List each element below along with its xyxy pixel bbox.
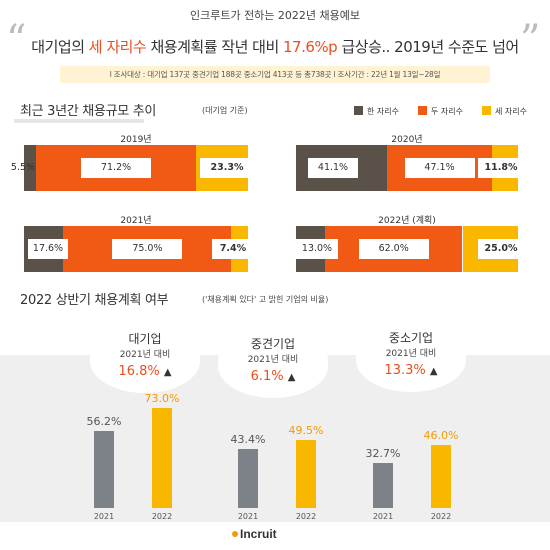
column-value-label: 49.5% xyxy=(288,424,324,438)
bar-segment xyxy=(24,145,37,191)
headline-pre: 대기업의 xyxy=(31,38,89,56)
column-value-label: 32.7% xyxy=(365,447,401,461)
group-change-value: 13.3% xyxy=(384,363,430,378)
group-name: 중견기업 xyxy=(250,337,296,351)
group-oval xyxy=(218,328,328,398)
group-change-value: 6.1% xyxy=(250,369,288,384)
incruit-logo: Incruit xyxy=(240,527,277,541)
legend-item-one-digit: 한 자리수 xyxy=(354,106,399,117)
bar-value-label: 25.0% xyxy=(478,239,524,259)
column-bar xyxy=(373,463,393,508)
quote-close-mark: ” xyxy=(520,17,541,63)
group-name: 중소기업 xyxy=(388,331,434,345)
column-value-label: 43.4% xyxy=(230,432,266,446)
bar-value-label: 7.4% xyxy=(212,239,254,259)
group-subtitle: 2021년 대비 xyxy=(119,350,171,360)
legend-label: 세 자리수 xyxy=(495,107,527,116)
bar-value-label: 47.1% xyxy=(404,158,475,178)
bar-value-label: 62.0% xyxy=(358,239,429,259)
column-value-label: 56.2% xyxy=(86,415,122,428)
bar-year-label: 2020년 xyxy=(391,135,423,145)
header-subtitle: 인크루트가 전하는 2022년 채용예보 xyxy=(189,9,361,22)
bar-value-label: 41.1% xyxy=(308,158,358,178)
quote-open-mark: “ xyxy=(6,17,27,63)
group-change-value: 16.8% xyxy=(118,364,164,379)
group-change: 6.1% ▲ xyxy=(218,369,328,384)
up-arrow-icon: ▲ xyxy=(287,372,296,383)
column-year-label: 2021 xyxy=(93,512,115,521)
bar-value-label: 5.5% xyxy=(10,162,36,173)
section2-note: ('채용계획 있다' 고 밝힌 기업의 비율) xyxy=(202,295,329,304)
column-year-label: 2022 xyxy=(151,512,173,521)
column-value-label: 46.0% xyxy=(423,428,459,442)
up-arrow-icon: ▲ xyxy=(163,367,172,378)
column-year-label: 2022 xyxy=(430,512,452,521)
legend-swatch xyxy=(418,106,427,115)
bar-year-label: 2021년 xyxy=(120,216,152,226)
legend-label: 한 자리수 xyxy=(367,107,399,116)
bar-value-label: 75.0% xyxy=(112,239,183,259)
headline-post: 급상승.. 2019년 수준도 넘어 xyxy=(337,38,519,56)
bar-value-label: 13.0% xyxy=(296,239,338,259)
headline-highlight-2: 17.6%p xyxy=(283,38,338,56)
logo-icon xyxy=(232,531,238,537)
bar-year-label: 2019년 xyxy=(120,135,152,145)
column-bar xyxy=(152,408,172,508)
group-name: 대기업 xyxy=(128,332,162,346)
group-oval xyxy=(90,323,200,393)
headline-highlight-1: 세 자리수 xyxy=(88,38,147,56)
legend-swatch xyxy=(482,106,491,115)
up-arrow-icon: ▲ xyxy=(429,366,438,377)
bar-value-label: 71.2% xyxy=(81,158,152,178)
column-value-label: 73.0% xyxy=(144,392,180,405)
column-year-label: 2021 xyxy=(237,512,259,521)
group-subtitle: 2021년 대비 xyxy=(385,349,437,359)
column-bar xyxy=(94,431,114,508)
section2-title: 2022 상반기 채용계획 여부 xyxy=(20,293,169,308)
group-change: 16.8% ▲ xyxy=(90,364,200,379)
group-oval xyxy=(356,322,466,392)
column-bar xyxy=(296,440,316,508)
section1-underline xyxy=(14,119,144,123)
column-year-label: 2021 xyxy=(372,512,394,521)
column-year-label: 2022 xyxy=(295,512,317,521)
legend-swatch xyxy=(354,106,363,115)
section1-note: (대기업 기준) xyxy=(202,106,248,115)
group-subtitle: 2021년 대비 xyxy=(247,355,299,365)
section1-title: 최근 3년간 채용규모 추이 xyxy=(20,104,157,119)
headline: 대기업의 세 자리수 채용계획률 작년 대비 17.6%p 급상승.. 2019… xyxy=(0,36,550,57)
bar-value-label: 11.8% xyxy=(478,158,524,178)
bar-year-label: 2022년 (계획) xyxy=(378,216,436,226)
column-bar xyxy=(238,448,258,508)
column-bar xyxy=(431,444,451,508)
survey-info: l 조사대상 : 대기업 137곳 중견기업 188곳 중소기업 413곳 등 … xyxy=(60,66,490,83)
legend-item-three-digit: 세 자리수 xyxy=(482,106,527,117)
legend-item-two-digit: 두 자리수 xyxy=(418,106,463,117)
bar-value-label: 23.3% xyxy=(200,158,254,178)
legend-label: 두 자리수 xyxy=(431,107,463,116)
group-change: 13.3% ▲ xyxy=(356,363,466,378)
bar-value-label: 17.6% xyxy=(28,239,68,259)
headline-mid: 채용계획률 작년 대비 xyxy=(146,38,284,56)
